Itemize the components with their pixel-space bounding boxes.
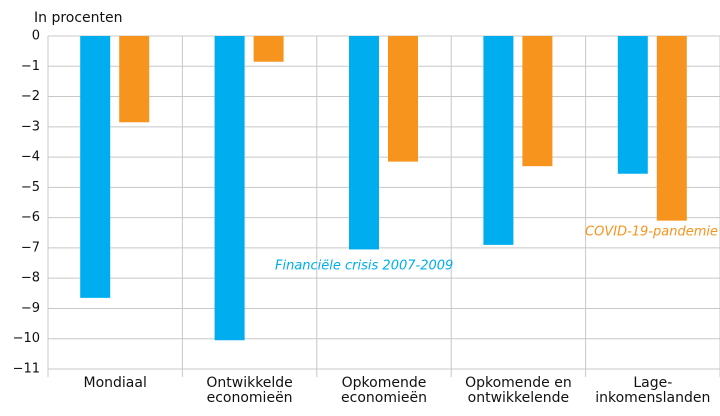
bar — [80, 36, 111, 298]
x-tick-label: Opkomende economieën — [341, 375, 427, 406]
y-tick-label: −10 — [13, 331, 40, 346]
bar — [483, 36, 514, 245]
bar — [522, 36, 553, 167]
y-tick-label: −5 — [21, 180, 40, 195]
y-tick-label: −3 — [21, 119, 40, 134]
bar — [388, 36, 418, 162]
bar — [349, 36, 379, 250]
y-axis-label: In procenten — [34, 10, 123, 26]
x-tick-label: Ontwikkelde economieën — [206, 375, 292, 406]
bar — [119, 36, 150, 123]
bar — [253, 36, 284, 62]
y-tick-label: −11 — [13, 362, 40, 377]
y-tick-label: 0 — [32, 29, 40, 44]
bar — [656, 36, 687, 221]
x-tick-label: Opkomende en ontwikkelende — [465, 375, 572, 406]
bar — [617, 36, 648, 174]
series-label: COVID-19-pandemie — [585, 225, 718, 240]
y-tick-label: −8 — [21, 271, 40, 286]
y-tick-label: −2 — [21, 89, 40, 104]
y-tick-label: −1 — [21, 59, 40, 74]
x-tick-label: Mondiaal — [84, 375, 147, 391]
bar — [214, 36, 245, 341]
y-tick-label: −9 — [21, 301, 40, 316]
x-tick-label: Lage-inkomenslanden — [595, 375, 710, 406]
y-tick-label: −7 — [21, 240, 40, 255]
y-tick-label: −4 — [21, 150, 40, 165]
y-tick-label: −6 — [21, 210, 40, 225]
series-label: Financiële crisis 2007-2009 — [275, 259, 453, 274]
